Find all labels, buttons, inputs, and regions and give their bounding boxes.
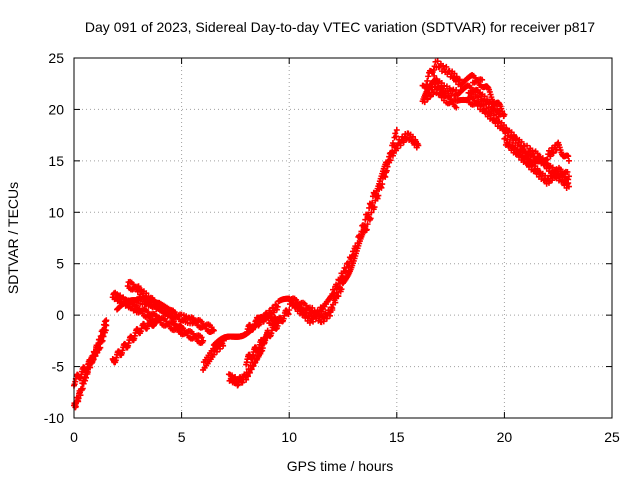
data-points <box>71 58 572 411</box>
data-point <box>443 63 450 70</box>
data-point <box>220 342 227 349</box>
x-tick-label: 15 <box>389 429 405 445</box>
data-point <box>564 168 571 175</box>
series-track-10 <box>243 307 293 368</box>
x-tick-label: 10 <box>281 429 297 445</box>
data-point <box>77 392 84 399</box>
data-point <box>332 299 339 306</box>
series-track-18 <box>512 144 572 187</box>
data-point <box>400 139 407 146</box>
data-point <box>424 77 431 84</box>
data-point <box>335 293 342 300</box>
series-track-15 <box>419 72 504 120</box>
y-tick-label: 25 <box>48 50 64 66</box>
data-point <box>364 221 371 228</box>
data-point <box>453 104 460 111</box>
data-point <box>550 150 557 157</box>
data-point <box>178 327 185 334</box>
data-point <box>82 377 89 384</box>
data-point <box>200 337 207 344</box>
data-point <box>393 133 400 140</box>
data-point <box>440 62 447 69</box>
data-point <box>379 181 386 188</box>
data-point <box>386 159 393 166</box>
data-point <box>436 63 443 70</box>
data-point <box>286 307 293 313</box>
data-point <box>397 142 404 149</box>
data-point <box>97 344 104 351</box>
data-point <box>313 315 320 322</box>
y-tick-label: 5 <box>56 256 64 272</box>
data-point <box>479 76 486 83</box>
data-point <box>368 209 375 216</box>
y-tick-label: -5 <box>52 359 65 375</box>
data-point <box>497 111 504 118</box>
y-tick-label: 15 <box>48 153 64 169</box>
y-tick-label: -10 <box>44 410 64 426</box>
data-point <box>198 334 205 341</box>
x-tick-label: 5 <box>178 429 186 445</box>
data-point <box>248 366 255 373</box>
data-point <box>79 385 86 392</box>
y-tick-label: 10 <box>48 204 64 220</box>
data-point <box>274 303 281 310</box>
data-point <box>547 153 554 160</box>
data-point <box>565 173 572 180</box>
data-point <box>375 192 382 199</box>
x-axis-label: GPS time / hours <box>287 458 394 474</box>
data-point <box>96 345 103 352</box>
data-point <box>544 156 551 163</box>
data-point <box>88 359 95 366</box>
data-point <box>430 67 437 74</box>
data-point <box>383 167 390 174</box>
data-point <box>434 58 441 65</box>
data-point <box>99 337 106 344</box>
y-axis-label: SDTVAR / TECUs <box>5 182 21 294</box>
y-tick-label: 0 <box>56 307 64 323</box>
x-tick-label: 0 <box>70 429 78 445</box>
data-point <box>453 87 460 94</box>
grid <box>74 58 612 418</box>
data-point <box>425 73 432 80</box>
data-point <box>103 322 110 329</box>
data-point <box>565 183 572 190</box>
data-point <box>90 356 97 363</box>
data-point <box>117 292 124 299</box>
data-point <box>363 226 370 233</box>
data-point <box>246 369 253 376</box>
series-track-2 <box>71 321 110 389</box>
series-track-3 <box>109 314 164 366</box>
chart-title: Day 091 of 2023, Sidereal Day-to-day VTE… <box>85 19 595 35</box>
data-point <box>245 373 252 380</box>
series-track-6 <box>114 293 185 334</box>
data-point <box>523 142 530 149</box>
y-tick-label: 20 <box>48 101 64 117</box>
data-point <box>393 127 400 133</box>
data-point <box>210 327 217 334</box>
x-tick-label: 20 <box>497 429 513 445</box>
data-point <box>371 204 378 211</box>
data-point <box>565 157 572 164</box>
data-point <box>388 151 395 158</box>
x-tick-label: 25 <box>604 429 620 445</box>
plot-frame <box>73 57 613 419</box>
series-track-13 <box>329 127 400 312</box>
axis-ticks: 0 5 10 15 20 25 -10 -5 0 5 10 15 20 25 <box>44 50 620 445</box>
data-point <box>103 317 110 324</box>
data-point <box>367 215 374 222</box>
data-point <box>316 312 323 319</box>
data-point <box>518 138 525 145</box>
data-point <box>243 376 250 383</box>
series-track-7 <box>200 313 282 373</box>
series-track-12 <box>286 130 422 326</box>
data-point <box>98 338 105 345</box>
data-point <box>390 142 397 149</box>
data-point <box>338 286 345 293</box>
data-point <box>415 142 422 149</box>
data-point <box>82 374 89 381</box>
data-point <box>456 76 463 83</box>
